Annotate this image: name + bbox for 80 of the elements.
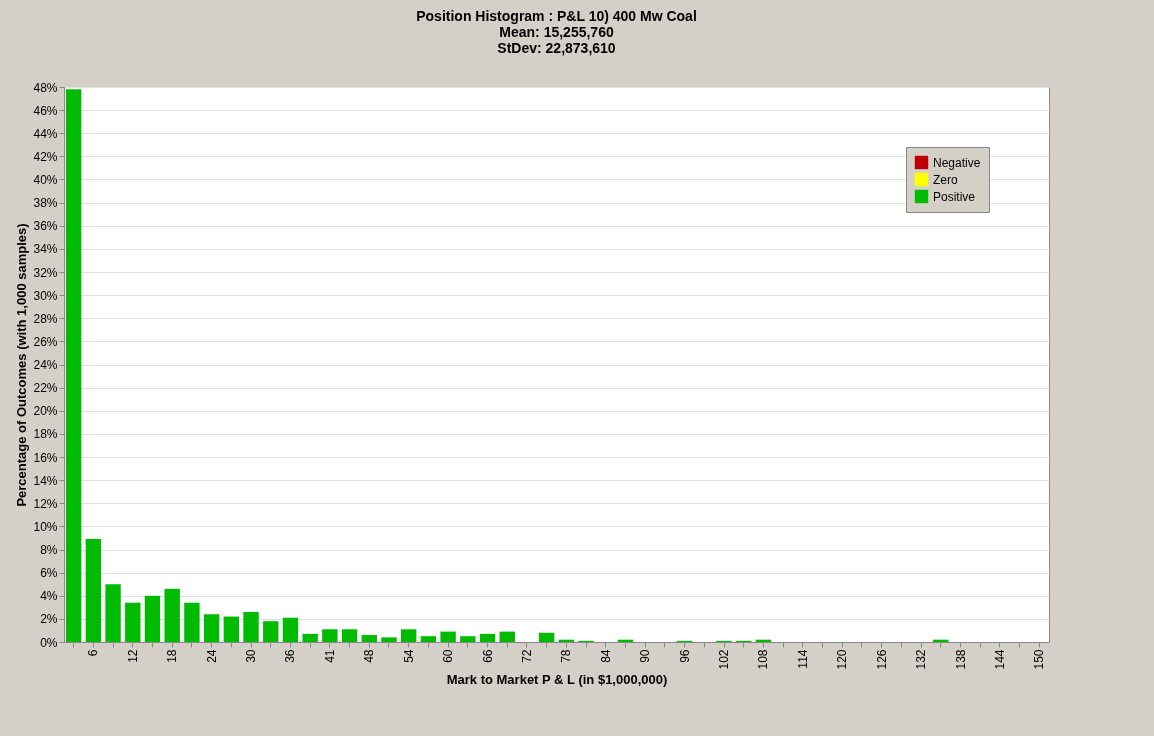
bar xyxy=(302,633,318,642)
bar xyxy=(361,635,377,642)
y-tick-label: 10% xyxy=(33,519,58,534)
y-tick-label: 26% xyxy=(33,334,58,349)
x-tick-label: 18 xyxy=(165,649,180,663)
x-tick-label: 78 xyxy=(559,649,574,663)
x-tick-label: 84 xyxy=(598,649,613,663)
x-tick-label: 120 xyxy=(835,649,850,670)
bar xyxy=(460,636,476,642)
y-tick-label: 48% xyxy=(33,80,58,95)
bar xyxy=(322,629,338,642)
y-tick-label: 32% xyxy=(33,265,58,280)
bar xyxy=(184,602,200,642)
bar xyxy=(499,631,515,642)
bar xyxy=(440,631,456,642)
bar xyxy=(105,584,121,642)
bar xyxy=(420,636,437,642)
x-tick-label: 48 xyxy=(362,649,377,663)
y-tick-label: 4% xyxy=(40,589,58,604)
y-tick-label: 22% xyxy=(33,381,58,396)
x-axis-title: Mark to Market P & L (in $1,000,000) xyxy=(446,671,668,687)
x-tick-label: 72 xyxy=(519,649,534,663)
x-tick-label: 138 xyxy=(953,649,968,670)
chart-title: Position Histogram : P&L 10) 400 Mw Coal xyxy=(416,8,697,24)
y-tick-label: 18% xyxy=(33,427,58,442)
bar xyxy=(341,629,358,642)
x-tick-label: 126 xyxy=(874,649,889,670)
bar xyxy=(243,611,259,642)
bar xyxy=(144,595,161,642)
x-tick-label: 36 xyxy=(283,649,298,663)
x-tick-label: 144 xyxy=(992,649,1007,670)
y-tick-label: 46% xyxy=(33,103,58,118)
legend-label: Negative xyxy=(933,155,981,170)
x-tick-label: 114 xyxy=(795,649,810,669)
y-tick-label: 40% xyxy=(33,173,58,187)
bar xyxy=(479,633,496,642)
bar xyxy=(223,616,240,642)
y-tick-label: 16% xyxy=(33,450,58,465)
legend-label: Positive xyxy=(933,189,976,204)
x-tick-label: 102 xyxy=(717,649,732,670)
bar xyxy=(381,637,397,642)
bar xyxy=(282,617,299,642)
bar xyxy=(538,632,555,642)
x-tick-label: 108 xyxy=(756,649,771,670)
y-tick-label: 20% xyxy=(33,404,58,419)
x-tick-label: 12 xyxy=(125,649,140,663)
x-tick-label: 60 xyxy=(441,649,456,663)
x-tick-label: 96 xyxy=(677,649,692,663)
bar xyxy=(85,539,102,642)
bar xyxy=(263,621,279,642)
y-tick-label: 2% xyxy=(40,612,58,627)
x-tick-label: 6 xyxy=(86,649,101,657)
y-tick-label: 24% xyxy=(33,358,58,372)
y-tick-label: 38% xyxy=(33,196,58,211)
x-tick-label: 30 xyxy=(244,649,259,663)
y-tick-label: 30% xyxy=(33,288,58,303)
x-tick-label: 150 xyxy=(1032,649,1047,670)
chart-subtitle: Mean: 15,255,760 StDev: 22,873,610 xyxy=(497,24,616,56)
y-tick-label: 12% xyxy=(33,496,58,511)
y-tick-label: 8% xyxy=(40,543,58,557)
x-tick-label: 66 xyxy=(480,649,495,663)
x-tick-label: 24 xyxy=(204,649,219,663)
x-tick-label: 54 xyxy=(401,649,416,663)
y-tick-label: 42% xyxy=(33,149,58,164)
x-tick-label: 132 xyxy=(914,649,929,670)
legend-label: Zero xyxy=(933,172,958,187)
y-tick-label: 34% xyxy=(33,242,58,257)
y-axis-title: Percentage of Outcomes (with 1,000 samples) xyxy=(14,223,30,507)
y-tick-label: 44% xyxy=(33,126,58,141)
x-tick-label: 41 xyxy=(322,649,337,663)
y-tick-label: 0% xyxy=(40,635,58,650)
bar xyxy=(164,588,180,642)
x-tick-label: 90 xyxy=(638,649,653,663)
bar xyxy=(203,614,220,642)
y-tick-label: 28% xyxy=(33,311,58,326)
bar xyxy=(125,602,141,642)
y-tick-label: 36% xyxy=(33,219,58,234)
y-tick-label: 6% xyxy=(40,566,58,581)
bar xyxy=(401,629,417,642)
y-tick-label: 14% xyxy=(33,473,58,488)
